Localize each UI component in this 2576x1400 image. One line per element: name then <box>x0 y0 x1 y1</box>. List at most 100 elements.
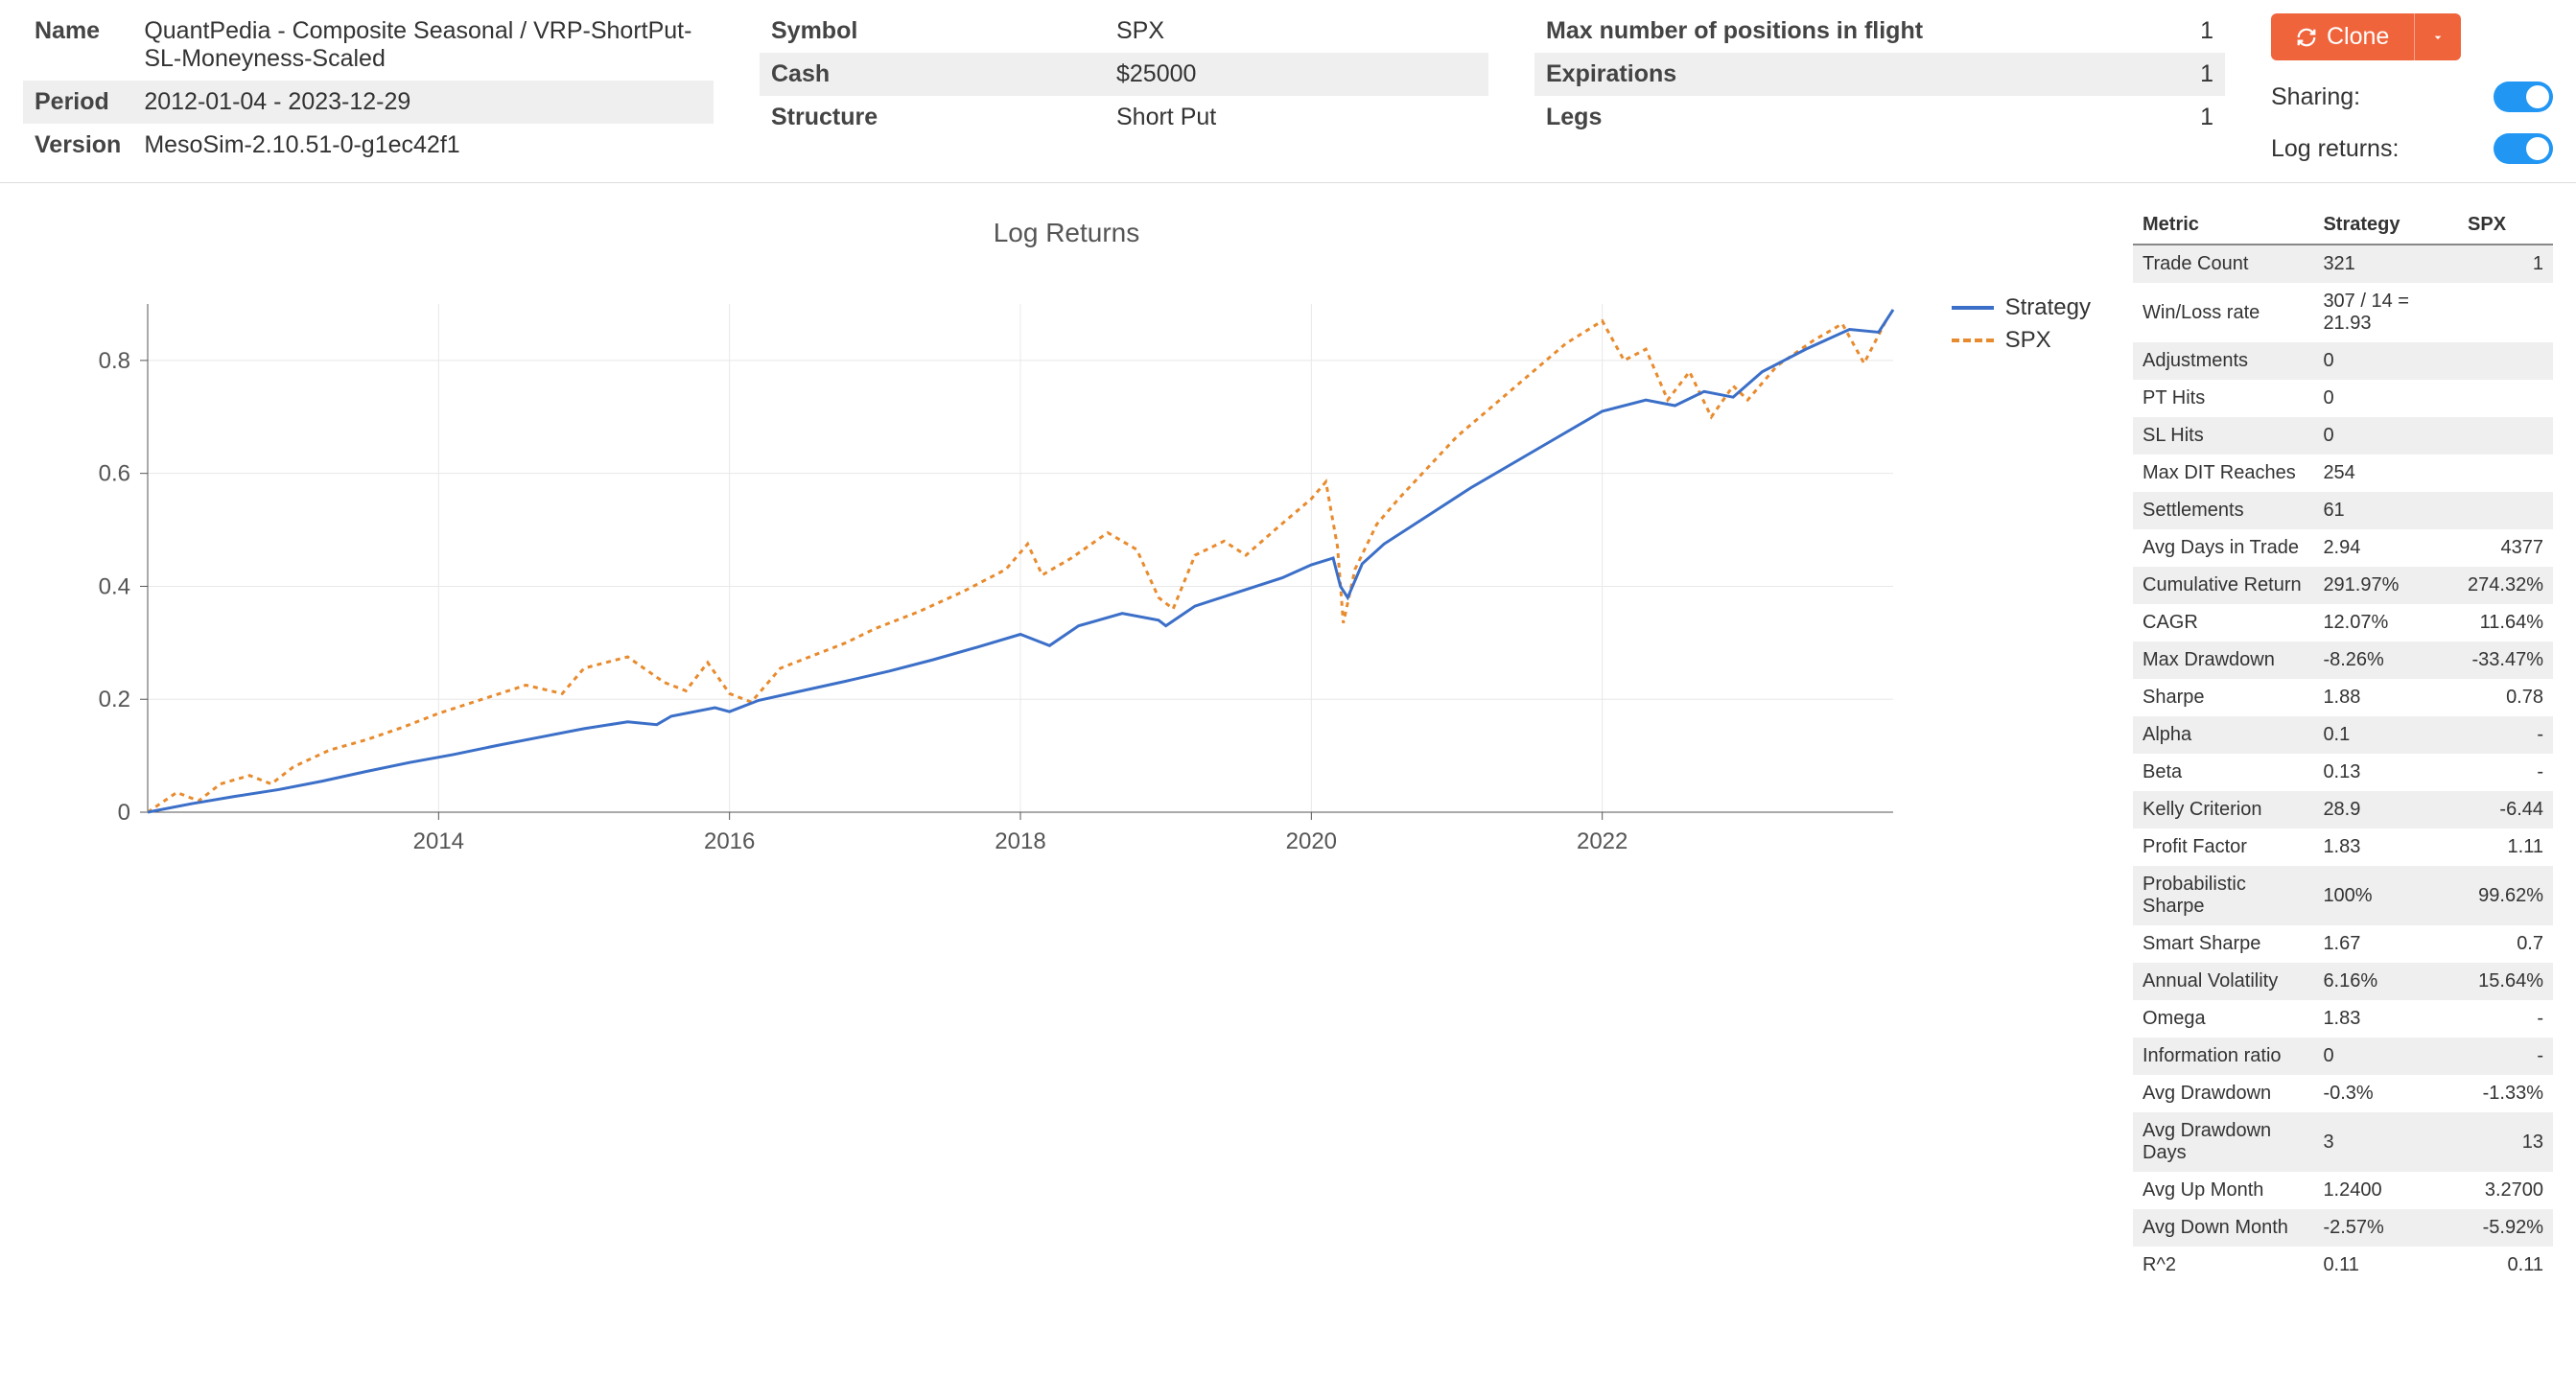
info-label: Max number of positions in flight <box>1534 10 2072 53</box>
spx-value: 4377 <box>2458 529 2553 567</box>
logreturns-toggle[interactable] <box>2494 133 2553 164</box>
svg-text:2014: 2014 <box>413 828 464 854</box>
spx-value <box>2458 283 2553 342</box>
strategy-value: 12.07% <box>2313 604 2458 642</box>
spx-value: - <box>2458 716 2553 754</box>
info-row: NameQuantPedia - Composite Seasonal / VR… <box>23 10 714 81</box>
strategy-value: 0 <box>2313 342 2458 380</box>
clone-button[interactable]: Clone <box>2271 13 2414 60</box>
metric-name: Omega <box>2133 1000 2313 1038</box>
metrics-header: Metric <box>2133 206 2313 245</box>
info-label: Symbol <box>760 10 1105 53</box>
info-value: $25000 <box>1105 53 1488 96</box>
info-row: Expirations1 <box>1534 53 2225 96</box>
metric-name: Win/Loss rate <box>2133 283 2313 342</box>
info-row: VersionMesoSim-2.10.51-0-g1ec42f1 <box>23 124 714 167</box>
info-value: 2012-01-04 - 2023-12-29 <box>132 81 714 124</box>
legend-swatch <box>1952 338 1994 342</box>
metrics-row: Avg Drawdown-0.3%-1.33% <box>2133 1075 2553 1112</box>
info-table-2: SymbolSPXCash$25000StructureShort Put <box>760 10 1488 139</box>
strategy-value: 0.13 <box>2313 754 2458 791</box>
metrics-panel: MetricStrategySPX Trade Count3211Win/Los… <box>2133 206 2553 1284</box>
strategy-value: 1.83 <box>2313 828 2458 866</box>
info-label: Legs <box>1534 96 2072 139</box>
spx-value: 1 <box>2458 245 2553 283</box>
strategy-value: 1.83 <box>2313 1000 2458 1038</box>
metrics-row: Sharpe1.880.78 <box>2133 679 2553 716</box>
spx-value: 274.32% <box>2458 567 2553 604</box>
legend-item: SPX <box>1952 327 2091 354</box>
legend-item: Strategy <box>1952 294 2091 321</box>
svg-text:2018: 2018 <box>995 828 1045 854</box>
metric-name: Probabilistic Sharpe <box>2133 866 2313 925</box>
metrics-row: Win/Loss rate307 / 14 = 21.93 <box>2133 283 2553 342</box>
spx-value: 3.2700 <box>2458 1172 2553 1209</box>
metric-name: PT Hits <box>2133 380 2313 417</box>
metric-name: Settlements <box>2133 492 2313 529</box>
chart-container: Log Returns 00.20.40.60.8201420162018202… <box>23 206 2110 1284</box>
strategy-value: 0 <box>2313 1038 2458 1075</box>
strategy-value: 28.9 <box>2313 791 2458 828</box>
metrics-header: Strategy <box>2313 206 2458 245</box>
spx-value <box>2458 342 2553 380</box>
metrics-row: R^20.110.11 <box>2133 1247 2553 1284</box>
strategy-value: 100% <box>2313 866 2458 925</box>
info-row: Period2012-01-04 - 2023-12-29 <box>23 81 714 124</box>
info-row: SymbolSPX <box>760 10 1488 53</box>
legend-label: Strategy <box>2005 294 2091 321</box>
strategy-value: 61 <box>2313 492 2458 529</box>
spx-value: - <box>2458 754 2553 791</box>
info-value: 1 <box>2072 53 2225 96</box>
metric-name: Beta <box>2133 754 2313 791</box>
metrics-row: Avg Days in Trade2.944377 <box>2133 529 2553 567</box>
header-panel: NameQuantPedia - Composite Seasonal / VR… <box>0 0 2576 183</box>
info-label: Cash <box>760 53 1105 96</box>
metric-name: Avg Down Month <box>2133 1209 2313 1247</box>
strategy-value: 6.16% <box>2313 963 2458 1000</box>
legend-label: SPX <box>2005 327 2051 354</box>
metric-name: Kelly Criterion <box>2133 791 2313 828</box>
strategy-value: 1.88 <box>2313 679 2458 716</box>
svg-text:0.2: 0.2 <box>99 687 130 712</box>
clone-dropdown-button[interactable] <box>2414 13 2461 60</box>
svg-text:0.8: 0.8 <box>99 348 130 374</box>
info-row: StructureShort Put <box>760 96 1488 139</box>
metrics-row: Max Drawdown-8.26%-33.47% <box>2133 642 2553 679</box>
svg-text:0: 0 <box>118 800 130 826</box>
chart-legend: Strategy SPX <box>1952 294 2091 360</box>
chart-title: Log Returns <box>23 218 2110 248</box>
log-returns-chart: 00.20.40.60.820142016201820202022 <box>23 275 2075 870</box>
metric-name: Adjustments <box>2133 342 2313 380</box>
sharing-label: Sharing: <box>2271 83 2360 111</box>
metric-name: R^2 <box>2133 1247 2313 1284</box>
spx-value: -33.47% <box>2458 642 2553 679</box>
sharing-toggle[interactable] <box>2494 82 2553 112</box>
info-value: Short Put <box>1105 96 1488 139</box>
spx-value: 1.11 <box>2458 828 2553 866</box>
spx-value: -1.33% <box>2458 1075 2553 1112</box>
spx-value: 0.78 <box>2458 679 2553 716</box>
strategy-value: 254 <box>2313 455 2458 492</box>
spx-value: 13 <box>2458 1112 2553 1172</box>
metrics-row: Alpha0.1- <box>2133 716 2553 754</box>
metric-name: Annual Volatility <box>2133 963 2313 1000</box>
svg-text:2016: 2016 <box>704 828 755 854</box>
metrics-row: Avg Down Month-2.57%-5.92% <box>2133 1209 2553 1247</box>
spx-value: 15.64% <box>2458 963 2553 1000</box>
metric-name: SL Hits <box>2133 417 2313 455</box>
info-table-1: NameQuantPedia - Composite Seasonal / VR… <box>23 10 714 167</box>
spx-value: 0.11 <box>2458 1247 2553 1284</box>
svg-text:2022: 2022 <box>1577 828 1628 854</box>
metric-name: Avg Drawdown Days <box>2133 1112 2313 1172</box>
strategy-value: -0.3% <box>2313 1075 2458 1112</box>
spx-value <box>2458 492 2553 529</box>
chevron-down-icon <box>2430 30 2446 45</box>
metrics-row: Max DIT Reaches254 <box>2133 455 2553 492</box>
strategy-value: -8.26% <box>2313 642 2458 679</box>
metrics-row: Probabilistic Sharpe100%99.62% <box>2133 866 2553 925</box>
info-value: MesoSim-2.10.51-0-g1ec42f1 <box>132 124 714 167</box>
metric-name: Avg Days in Trade <box>2133 529 2313 567</box>
clone-button-label: Clone <box>2327 23 2389 51</box>
strategy-value: 1.67 <box>2313 925 2458 963</box>
metrics-row: Annual Volatility6.16%15.64% <box>2133 963 2553 1000</box>
